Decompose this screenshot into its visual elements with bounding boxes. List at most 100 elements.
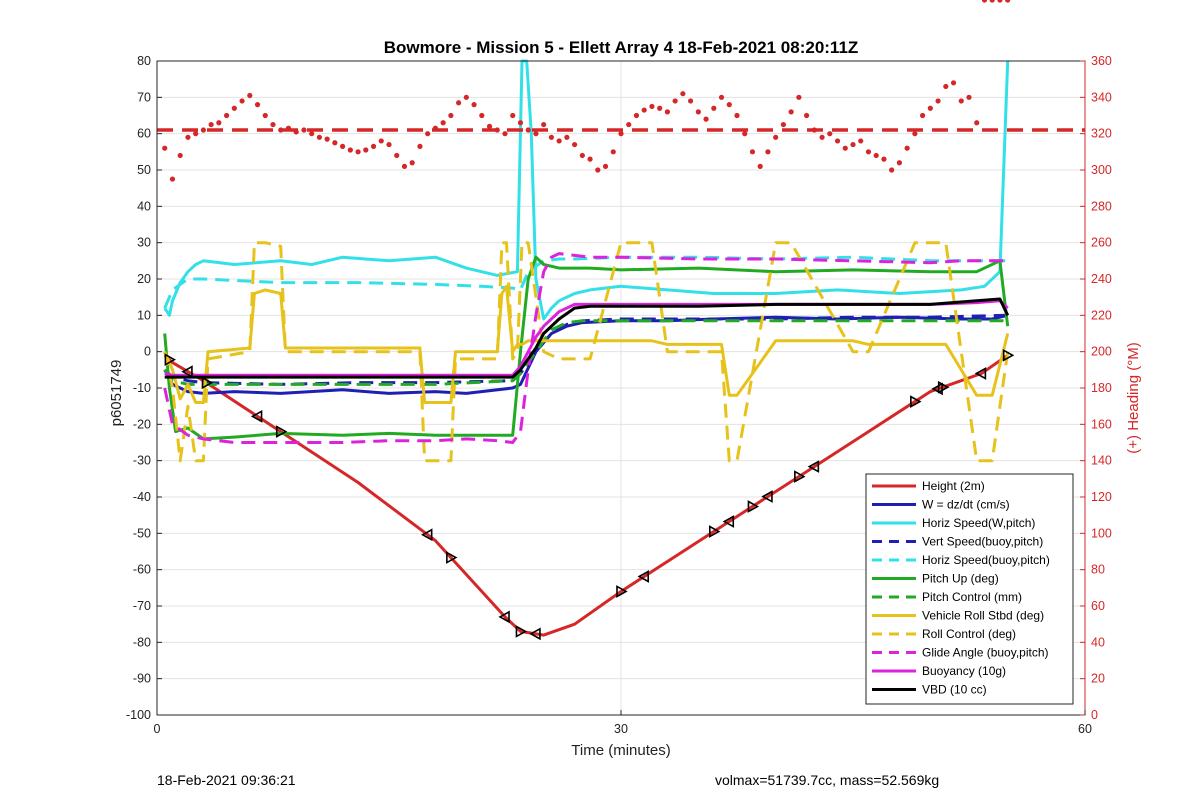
heading-point xyxy=(997,0,1003,3)
heading-point xyxy=(680,91,686,97)
heading-point xyxy=(432,125,438,131)
heading-point xyxy=(394,152,400,159)
legend-label: Height (2m) xyxy=(922,479,985,493)
heading-point xyxy=(912,131,918,137)
heading-point xyxy=(479,112,485,119)
heading-point xyxy=(718,94,725,100)
heading-point xyxy=(834,138,841,144)
y2-tick-label: 20 xyxy=(1091,672,1105,686)
heading-point xyxy=(765,149,771,155)
heading-point xyxy=(548,134,555,140)
heading-point xyxy=(324,136,330,142)
heading-point xyxy=(672,98,678,104)
axes: 80706050403020100-10-20-30-40-50-60-70-8… xyxy=(126,54,1112,736)
legend-label: Horiz Speed(buoy,pitch) xyxy=(922,553,1050,567)
legend-label: Horiz Speed(W,pitch) xyxy=(922,516,1035,530)
legend: Height (2m) W = dz/dt (cm/s) Horiz Speed(W… xyxy=(865,473,1074,705)
legend-label: Vehicle Roll Stbd (deg) xyxy=(922,609,1044,623)
y-tick-label: 30 xyxy=(137,236,151,250)
y-tick-label: -40 xyxy=(133,490,151,504)
y2-tick-label: 320 xyxy=(1091,127,1112,141)
heading-point xyxy=(626,121,632,128)
heading-point xyxy=(881,156,887,162)
heading-point xyxy=(525,127,531,133)
heading-point xyxy=(711,105,717,111)
y-tick-label: 70 xyxy=(137,90,151,104)
heading-point xyxy=(943,83,949,90)
height-marker xyxy=(637,570,650,583)
heading-point xyxy=(510,112,516,119)
height-marker xyxy=(616,585,628,598)
x-axis-label: Time (minutes) xyxy=(571,742,670,759)
legend-label: VBD (10 cc) xyxy=(922,683,987,697)
heading-point xyxy=(347,147,353,153)
height-marker xyxy=(421,528,433,542)
heading-point xyxy=(688,98,694,104)
y2-axis-label: (+) Heading (°M) xyxy=(1125,342,1142,453)
heading-point xyxy=(896,160,903,166)
heading-point xyxy=(950,80,957,86)
heading-point xyxy=(162,145,168,151)
heading-point xyxy=(858,138,864,144)
heading-point xyxy=(695,109,701,115)
heading-point xyxy=(448,112,454,119)
heading-point xyxy=(216,120,222,126)
heading-point xyxy=(610,149,616,155)
y2-tick-label: 40 xyxy=(1091,635,1105,649)
series-layer xyxy=(157,0,1085,641)
heading-point xyxy=(1005,0,1011,3)
y2-tick-label: 240 xyxy=(1091,272,1112,286)
height-marker xyxy=(515,625,528,638)
heading-point xyxy=(177,152,183,159)
legend-label: Vert Speed(buoy,pitch) xyxy=(922,535,1043,549)
heading-point xyxy=(827,131,833,137)
legend-label: Glide Angle (buoy,pitch) xyxy=(922,646,1049,660)
y-tick-label: -30 xyxy=(133,454,151,468)
heading-point xyxy=(541,121,547,128)
y2-tick-label: 100 xyxy=(1091,526,1112,540)
y2-tick-label: 80 xyxy=(1091,563,1105,577)
heading-point xyxy=(355,149,361,155)
y2-tick-label: 160 xyxy=(1091,417,1112,431)
heading-point xyxy=(456,100,462,106)
heading-point xyxy=(981,0,988,3)
y-tick-label: -60 xyxy=(133,563,151,577)
series-line-9 xyxy=(163,252,1008,444)
heading-point xyxy=(742,131,748,137)
series-line-6 xyxy=(163,319,1008,386)
heading-point xyxy=(401,163,408,169)
y2-tick-label: 180 xyxy=(1091,381,1112,395)
footer-volmax-mass: volmax=51739.7cc, mass=52.569kg xyxy=(715,772,940,788)
y2-tick-label: 60 xyxy=(1091,599,1105,613)
legend-label: Pitch Control (mm) xyxy=(922,590,1022,604)
y2-tick-label: 260 xyxy=(1091,236,1112,250)
heading-point xyxy=(726,102,732,108)
heading-point xyxy=(270,121,276,128)
heading-point xyxy=(927,105,933,111)
y2-tick-label: 300 xyxy=(1091,163,1112,177)
heading-point xyxy=(602,163,609,169)
height-marker xyxy=(275,425,288,438)
y-tick-label: 20 xyxy=(137,272,151,286)
heading-point xyxy=(463,94,469,100)
heading-point xyxy=(618,131,624,137)
y2-tick-label: 140 xyxy=(1091,454,1112,468)
y2-tick-label: 120 xyxy=(1091,490,1112,504)
heading-point xyxy=(309,131,315,137)
y2-tick-label: 0 xyxy=(1091,708,1098,722)
height-marker xyxy=(181,365,193,379)
heading-point xyxy=(254,102,261,108)
height-marker xyxy=(201,376,214,390)
height-marker xyxy=(910,395,922,408)
y-tick-label: -100 xyxy=(126,708,151,722)
y-axis-label: p6051749 xyxy=(108,360,125,427)
heading-point xyxy=(703,116,709,122)
heading-point xyxy=(278,127,284,133)
heading-point xyxy=(363,147,369,153)
heading-point xyxy=(409,160,415,166)
heading-point xyxy=(572,141,578,148)
heading-point xyxy=(819,134,825,140)
x-tick-label: 60 xyxy=(1078,722,1092,736)
height-marker xyxy=(794,470,806,483)
heading-point xyxy=(200,127,206,133)
